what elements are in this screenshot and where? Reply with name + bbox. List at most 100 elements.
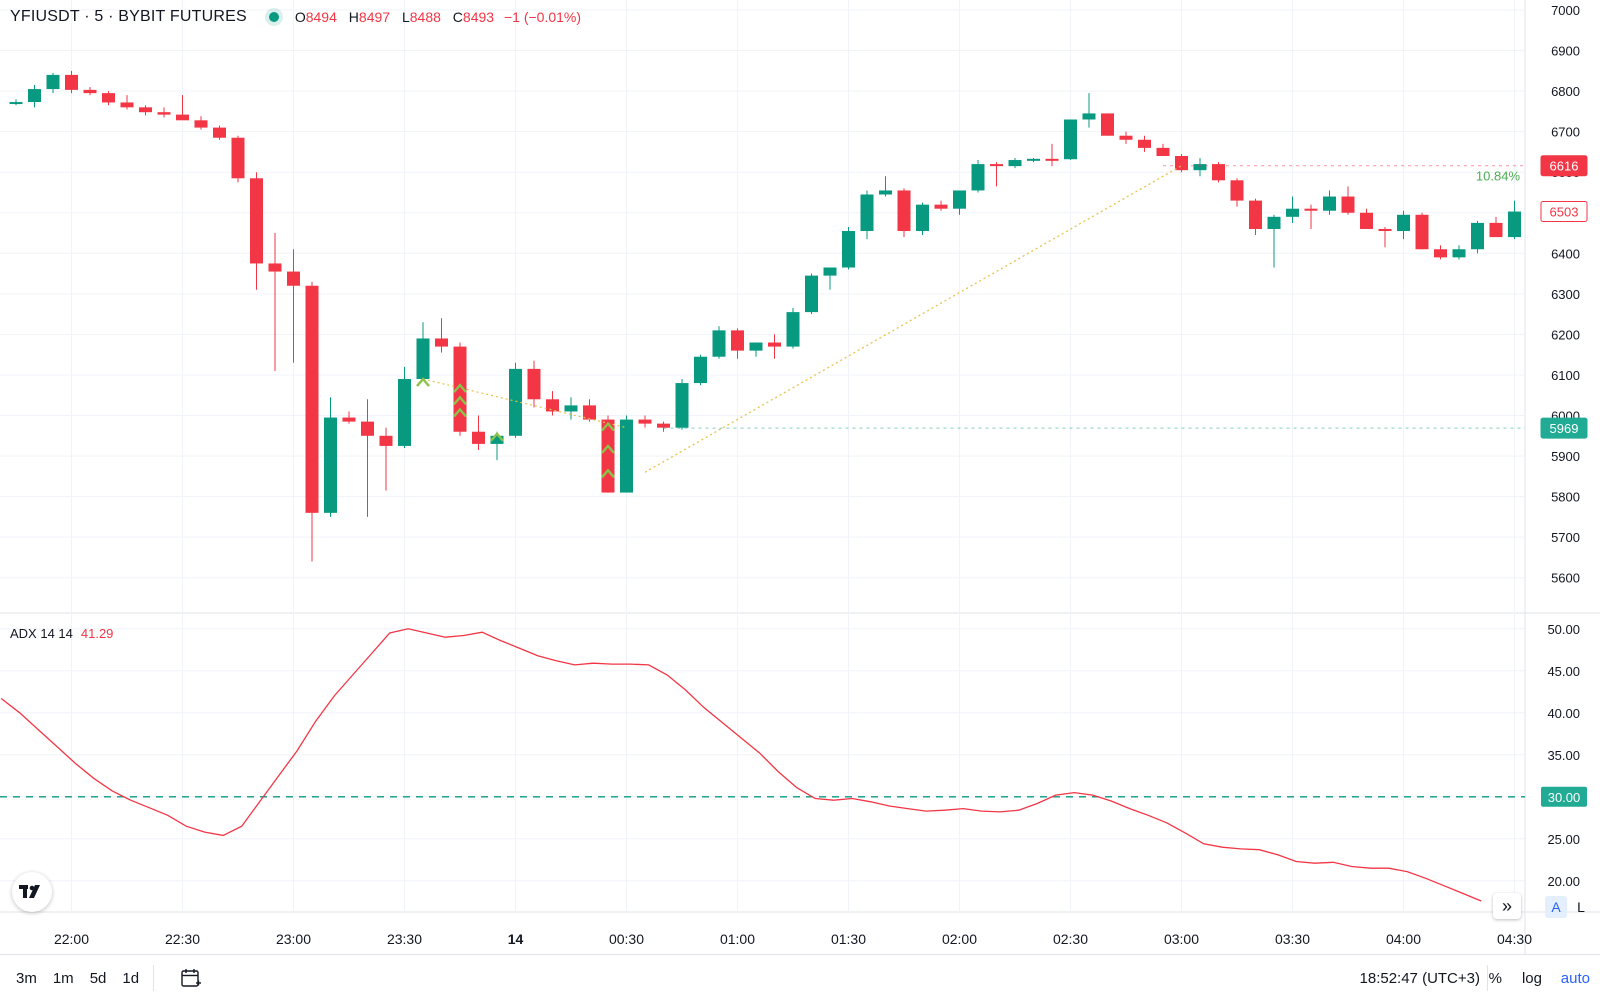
time-tick-label: 01:30 [831, 931, 866, 947]
candle-body [657, 423, 670, 428]
price-tick-label: 5800 [1551, 490, 1580, 505]
percent-change-annotation: 10.84% [1476, 168, 1521, 183]
adx-tick-label: 25.00 [1547, 832, 1580, 847]
projection-line [644, 165, 1182, 473]
adx-tick-label: 20.00 [1547, 874, 1580, 889]
pattern-chevron-icon [453, 407, 467, 418]
time-axis[interactable]: 22:00 22:30 23:00 23:30 14 00:30 01:00 01:30 02:… [54, 931, 1532, 947]
adx-axis[interactable]: 50.00 45.00 40.00 35.00 25.00 20.00 30.00 [1541, 622, 1587, 889]
ohlc-values: O8494 H8497 L8488 C8493 −1 (−0.01%) [295, 9, 581, 25]
candle-body [731, 330, 744, 351]
change-value: −1 (−0.01%) [503, 9, 582, 25]
pattern-overlay: 10.84% [416, 165, 1521, 479]
high-label: H [348, 9, 359, 25]
candle-body [527, 368, 541, 400]
price-tick-label: 6200 [1551, 327, 1580, 342]
candle-body [1138, 139, 1151, 148]
candle-body [749, 342, 763, 351]
candle-body [1008, 160, 1022, 167]
candle-body [805, 275, 818, 313]
time-tick-label: 03:00 [1164, 931, 1199, 947]
candle-body [879, 190, 892, 195]
candle-body [1119, 135, 1133, 140]
go-to-date-button[interactable] [180, 967, 202, 989]
candle-body [712, 330, 726, 357]
clock-timezone[interactable]: 18:52:47 (UTC+3) [1359, 969, 1480, 987]
candle-body [675, 383, 689, 428]
time-tick-label: 03:30 [1275, 931, 1310, 947]
price-tag-text: 6503 [1550, 205, 1579, 220]
candle-body [342, 417, 356, 422]
price-tag [1540, 155, 1588, 177]
candle-body [583, 405, 596, 420]
range-5d-button[interactable]: 5d [89, 969, 107, 987]
candle-body [842, 231, 855, 268]
chart-canvas[interactable]: 7000690068006700660065006400630062006100… [0, 0, 1600, 954]
candle-body [860, 194, 874, 232]
time-tick-label: 01:00 [720, 931, 755, 947]
price-tick-label: 6900 [1551, 44, 1580, 59]
auto-scale-button[interactable]: A [1545, 896, 1567, 918]
time-tick-label: 23:30 [387, 931, 422, 947]
candle-body [1489, 222, 1503, 238]
candle-body [83, 89, 97, 94]
grid-lines [0, 0, 1600, 954]
candle-body [1193, 164, 1207, 171]
candle-body [176, 114, 189, 121]
candle-body [1082, 113, 1096, 120]
price-axis[interactable]: 7000690068006700660065006400630062006100… [1551, 3, 1580, 586]
candle-body [953, 190, 966, 209]
price-tick-label: 7000 [1551, 3, 1580, 18]
candle-body [1064, 119, 1077, 160]
candle-body [786, 312, 800, 347]
adx-legend[interactable]: ADX 14 14 41.29 [10, 626, 113, 641]
low-label: L [401, 9, 410, 25]
candle-body [287, 271, 300, 286]
pattern-chevron-icon [453, 383, 467, 393]
log-scale-toggle[interactable]: log [1521, 969, 1542, 987]
high-value: 8497 [358, 9, 391, 25]
symbol-title[interactable]: YFIUSDT · 5 · BYBIT FUTURES [10, 8, 247, 25]
price-tag-text: 5969 [1550, 421, 1579, 436]
candle-body [916, 204, 929, 232]
candle-body [1452, 249, 1466, 258]
symbol-legend: YFIUSDT · 5 · BYBIT FUTURES O8494 H8497 … [10, 8, 581, 26]
log-scale-button[interactable]: L [1577, 899, 1585, 915]
open-value: 8494 [305, 9, 337, 25]
market-status-icon[interactable] [268, 12, 279, 22]
tradingview-logo-icon[interactable] [12, 872, 52, 912]
adx-tick-label: 45.00 [1547, 664, 1580, 679]
candle-body [305, 285, 319, 513]
time-tick-label: 22:30 [165, 931, 200, 947]
range-3m-button[interactable]: 3m [16, 969, 37, 987]
candle-body [416, 338, 430, 380]
auto-scale-toggle[interactable]: auto [1560, 969, 1590, 987]
range-1d-button[interactable]: 1d [122, 969, 140, 987]
candle-body [102, 93, 115, 103]
percent-scale-toggle[interactable]: % [1488, 969, 1502, 987]
time-tick-label: 02:30 [1053, 931, 1088, 947]
candle-body [638, 419, 652, 424]
pattern-chevron-icon [453, 395, 467, 406]
candle-body [324, 417, 337, 513]
candle-body [194, 120, 208, 128]
price-tag [1540, 201, 1588, 223]
price-tick-label: 6400 [1551, 246, 1580, 261]
time-tick-label: 04:30 [1497, 931, 1532, 947]
candle-body [971, 164, 985, 191]
close-label: C [452, 9, 463, 25]
toolbar-divider [153, 965, 155, 991]
adx-tick-label: 50.00 [1547, 622, 1580, 637]
time-tick-label: 22:00 [54, 931, 89, 947]
scroll-to-realtime-button[interactable]: » [1493, 893, 1521, 919]
candle-body [1267, 216, 1281, 229]
adx-pane [0, 628, 1525, 902]
candle-body [231, 137, 245, 179]
adx-line [0, 628, 1482, 902]
candle-body [1304, 208, 1318, 211]
adx-name: ADX 14 14 [10, 626, 73, 641]
low-value: 8488 [409, 9, 441, 25]
time-tick-label: 23:00 [276, 931, 311, 947]
range-1m-button[interactable]: 1m [52, 969, 74, 987]
candlestick-series [9, 70, 1521, 562]
